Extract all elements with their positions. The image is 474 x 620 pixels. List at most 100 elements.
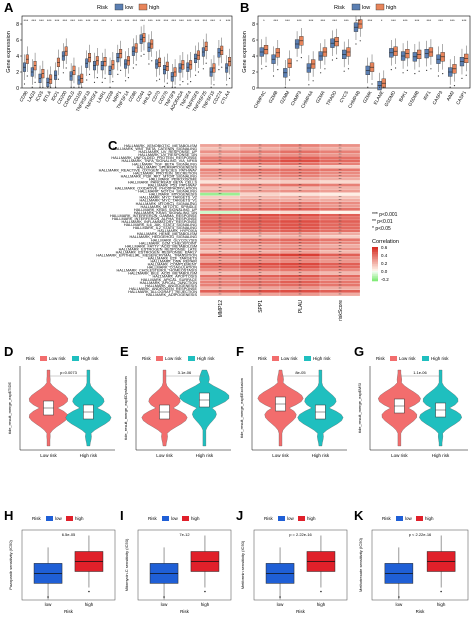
legend-label-high: High risk (431, 356, 449, 361)
outlier-low (23, 83, 26, 85)
significance-label: *** (148, 18, 153, 23)
heatmap-row-label: HALLMARK_DNA_REPAIR (150, 260, 197, 264)
category-label: IRF1 (422, 90, 432, 102)
significance-label: *** (39, 18, 44, 23)
x-axis-label: Risk (64, 609, 73, 614)
heatmap-row-label: HALLMARK_UV_RESPONSE_DN (138, 153, 197, 157)
heatmap-cell-sig: *** (299, 163, 302, 166)
heatmap-row-label: HALLMARK_ALLOGRAFT_REJECTION (128, 290, 197, 294)
heatmap-cell-sig: *** (219, 284, 222, 287)
outlier-low (171, 86, 173, 88)
heatmap-cell-sig: *** (219, 145, 222, 148)
heatmap-row-label: HALLMARK_COAGULATION (147, 266, 197, 270)
category-label: GZMK (362, 89, 373, 104)
outlier-low (140, 55, 142, 57)
outlier-high (312, 80, 314, 82)
outlier-high (112, 81, 114, 83)
legend-swatch-high (298, 516, 305, 521)
heatmap-cell-sig: *** (259, 293, 262, 296)
heatmap-cell-sig: *** (219, 187, 222, 190)
y-tick-label: 0 (16, 86, 19, 92)
significance-label: *** (450, 18, 455, 23)
y-tick-label: 6 (16, 38, 19, 44)
heatmap-cell-sig: *** (299, 263, 302, 266)
significance-label: * (263, 18, 265, 23)
heatmap-cell-sig: *** (299, 224, 302, 227)
outlier-high (120, 69, 122, 71)
outlier-high (65, 67, 67, 69)
heatmap-row-label: HALLMARK_FATTY_ACID_METABOLISM (125, 244, 197, 248)
outlier-low (343, 70, 345, 72)
outlier-high (213, 84, 215, 86)
outlier-high (324, 68, 326, 70)
heatmap-cell-sig: *** (219, 202, 222, 205)
heatmap-cell-sig: *** (259, 245, 262, 248)
significance-label: *** (438, 18, 443, 23)
heatmap-row-label: HALLMARK_HEME_METABOLISM (137, 232, 197, 236)
y-axis-label: Gene expression (6, 31, 12, 73)
outlier-high (347, 68, 350, 70)
legend-swatch-high (182, 516, 189, 521)
outlier-low (202, 68, 204, 70)
heatmap-cell-sig: *** (259, 169, 262, 172)
significance-label: *** (94, 18, 99, 23)
significance-label: *** (179, 18, 184, 23)
heatmap-cell-sig: *** (299, 166, 302, 169)
significance-label: *** (426, 18, 431, 23)
outlier-low (187, 83, 189, 85)
significance-label: *** (391, 18, 396, 23)
heatmap-cell-sig: *** (259, 160, 262, 163)
outlier-low (284, 86, 286, 88)
heatmap-cell-sig: *** (259, 290, 262, 293)
colorbar-segment (372, 253, 378, 256)
colorbar-segment (372, 250, 378, 253)
significance-label: *** (309, 18, 314, 23)
heatmap-cell-sig: *** (219, 260, 222, 263)
heatmap-cell-sig: *** (299, 281, 302, 284)
y-tick-label: 2 (16, 70, 19, 76)
y-tick-label: 8 (252, 22, 255, 28)
heatmap-column-label: PLAU (298, 300, 304, 313)
outlier-low (272, 75, 275, 77)
outlier-high (300, 57, 302, 59)
outlier-point (88, 590, 90, 593)
outlier-low (449, 86, 451, 88)
chart-g: Risk Low risk High risk tide_result_merge_e… (357, 356, 468, 458)
significance-label: *** (195, 18, 200, 23)
heatmap-row-label: HALLMARK_ESTROGEN_RESPONSE_LATE (119, 247, 198, 251)
x-tick-label: low (395, 602, 403, 607)
x-tick-label: Low risk (272, 453, 289, 458)
category-label: TRADD (325, 89, 338, 106)
category-label: CASP3 (432, 90, 444, 106)
pvalue-label: p = 2.22e-16 (289, 532, 312, 537)
y-axis-label: Pazopanib sensitivity (IC50) (8, 540, 13, 590)
heatmap-cell-sig: *** (259, 254, 262, 257)
y-axis-label: Mitomycin.C sensitivity (IC50) (124, 538, 129, 591)
category-label: CD276 (157, 90, 169, 105)
significance-label: *** (403, 18, 408, 23)
heatmap-cell-sig: *** (339, 275, 342, 278)
heatmap-cell-sig: *** (339, 163, 342, 166)
heatmap-row-label: HALLMARK_KRAS_SIGNALING_UP (134, 208, 198, 212)
colorbar-tick-label: 0.4 (381, 253, 388, 258)
outlier-low (296, 60, 298, 62)
heatmap-row-label: HALLMARK_PANCREAS_BETA_CELLS (128, 181, 198, 185)
significance-label: *** (285, 18, 290, 23)
legend-label-high: high (386, 5, 396, 11)
outlier-high (73, 86, 75, 88)
category-label: LAG3 (26, 90, 36, 103)
category-label: GSDMD (383, 89, 396, 107)
heatmap-row-label: HALLMARK_TNFA_SIGNALING_VIA_NFKB (121, 159, 197, 163)
significance-label: *** (187, 18, 192, 23)
heatmap-cell-sig: *** (339, 251, 342, 254)
heatmap-cell-sig: *** (299, 227, 302, 230)
legend-title: Risk (32, 516, 41, 521)
significance-label: *** (171, 18, 176, 23)
heatmap-cell-sig: *** (259, 199, 262, 202)
heatmap-cell-sig: *** (339, 184, 342, 187)
heatmap-cell-sig: *** (299, 251, 302, 254)
colorbar-segment (372, 264, 378, 266)
legend-label-high: high (191, 516, 200, 521)
heatmap-cell-sig: *** (259, 205, 262, 208)
significance-label: *** (125, 18, 130, 23)
